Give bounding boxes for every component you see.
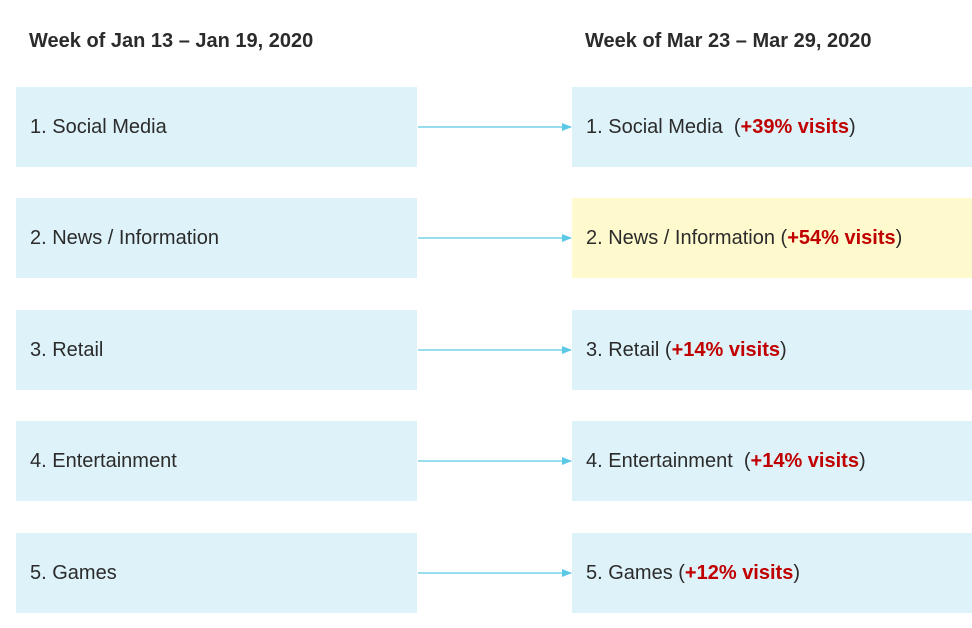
after-rank-1-label: 1. Social Media (586, 115, 723, 138)
before-rank-2-label: 2. News / Information (30, 226, 219, 249)
after-rank-4-change: +14% visits (750, 449, 859, 472)
after-rank-2-change: +54% visits (787, 226, 896, 249)
after-rank-3-change: +14% visits (671, 338, 781, 361)
after-rank-2-label: 2. News / Information (586, 226, 775, 249)
after-rank-5-open-paren: ( (672, 561, 685, 584)
after-rank-3-label: 3. Retail (586, 338, 660, 361)
heading-before-week: Week of Jan 13 – Jan 19, 2020 (29, 30, 314, 52)
after-rank-1-box: 1. Social Media (+39% visits) (572, 87, 972, 167)
before-rank-1-label: 1. Social Media (30, 115, 167, 138)
heading-after-week: Week of Mar 23 – Mar 29, 2020 (585, 30, 872, 52)
after-rank-4-open-paren: ( (732, 449, 751, 472)
before-rank-3-label: 3. Retail (30, 338, 104, 361)
after-rank-5-close-paren: ) (793, 561, 801, 584)
after-rank-3-open-paren: ( (659, 338, 672, 361)
after-rank-5-change: +12% visits (684, 561, 794, 584)
after-rank-2-close-paren: ) (895, 226, 903, 249)
after-rank-2-open-paren: ( (774, 226, 788, 249)
after-rank-4-close-paren: ) (858, 449, 866, 472)
after-rank-5-box: 5. Games (+12% visits) (572, 533, 972, 613)
before-rank-1-box: 1. Social Media (16, 87, 417, 167)
after-rank-3-box: 3. Retail (+14% visits) (572, 310, 972, 390)
after-rank-4-label: 4. Entertainment (586, 449, 733, 472)
after-rank-1-change: +39% visits (740, 115, 849, 138)
after-rank-1-close-paren: ) (848, 115, 856, 138)
before-rank-4-label: 4. Entertainment (30, 449, 177, 472)
before-rank-2-box: 2. News / Information (16, 198, 417, 278)
before-rank-3-box: 3. Retail (16, 310, 417, 390)
before-rank-4-box: 4. Entertainment (16, 421, 417, 501)
after-rank-4-box: 4. Entertainment (+14% visits) (572, 421, 972, 501)
after-rank-3-close-paren: ) (780, 338, 787, 361)
before-rank-5-label: 5. Games (30, 561, 117, 584)
after-rank-2-box: 2. News / Information (+54% visits) (572, 198, 972, 278)
after-rank-1-open-paren: ( (722, 115, 741, 138)
before-rank-5-box: 5. Games (16, 533, 417, 613)
after-rank-5-label: 5. Games (586, 561, 673, 584)
